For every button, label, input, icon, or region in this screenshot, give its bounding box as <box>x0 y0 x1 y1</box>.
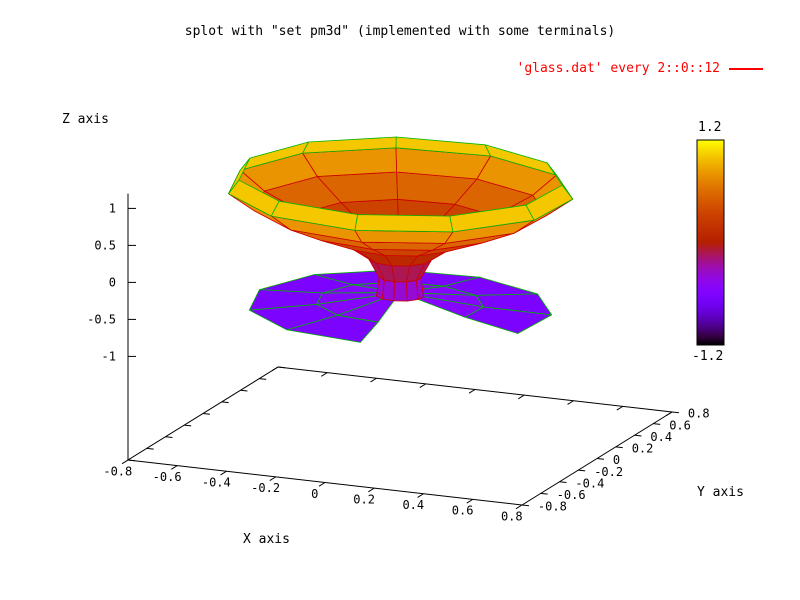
tick-label: 0.2 <box>353 492 375 506</box>
tick-label: 1 <box>109 201 116 215</box>
tick-labels: -0.8 -0.6 -0.4 -0.2 0 0.2 0.4 0.6 0.8-0.8-0.6-0.… <box>87 201 709 523</box>
tick-label: 0 <box>109 275 116 289</box>
colorbar-max-label: 1.2 <box>698 120 722 135</box>
tick-label: 0.4 <box>650 430 672 444</box>
colorbar <box>696 139 725 346</box>
tick-label: 0.8 <box>501 509 523 523</box>
tick-label: -1 <box>102 349 116 363</box>
tick-label: 0.6 <box>452 504 474 518</box>
tick-label: -0.4 <box>202 476 231 490</box>
pm3d-surface <box>228 136 574 343</box>
tick-label: -0.8 <box>103 464 132 478</box>
legend-line-sample <box>729 67 763 70</box>
tick-label: 0.2 <box>632 442 654 456</box>
tick-label: -0.8 <box>538 500 567 514</box>
colorbar-min-label: -1.2 <box>692 349 724 364</box>
tick-label: -0.5 <box>87 312 116 326</box>
tick-label: 0 <box>311 487 318 501</box>
tick-label: 0.6 <box>669 418 691 432</box>
tick-label: -0.2 <box>251 481 280 495</box>
tick-label: -0.4 <box>575 477 604 491</box>
x-axis-title: X axis <box>243 532 290 547</box>
chart-title: splot with "set pm3d" (implemented with … <box>184 24 616 39</box>
tick-label: 0 <box>613 453 620 467</box>
tick-label: -0.6 <box>153 470 182 484</box>
tick-label: -0.2 <box>594 465 623 479</box>
y-axis-title: Y axis <box>697 485 744 500</box>
legend-series-label: 'glass.dat' every 2::0::12 <box>516 61 721 76</box>
tick-label: 0.8 <box>688 407 710 421</box>
tick-label: 0.4 <box>402 498 424 512</box>
tick-label: 0.5 <box>94 238 116 252</box>
axis-ticks <box>121 207 680 510</box>
tick-label: -0.6 <box>557 488 586 502</box>
legend: 'glass.dat' every 2::0::12 <box>516 61 763 76</box>
z-axis-title: Z axis <box>62 112 109 127</box>
